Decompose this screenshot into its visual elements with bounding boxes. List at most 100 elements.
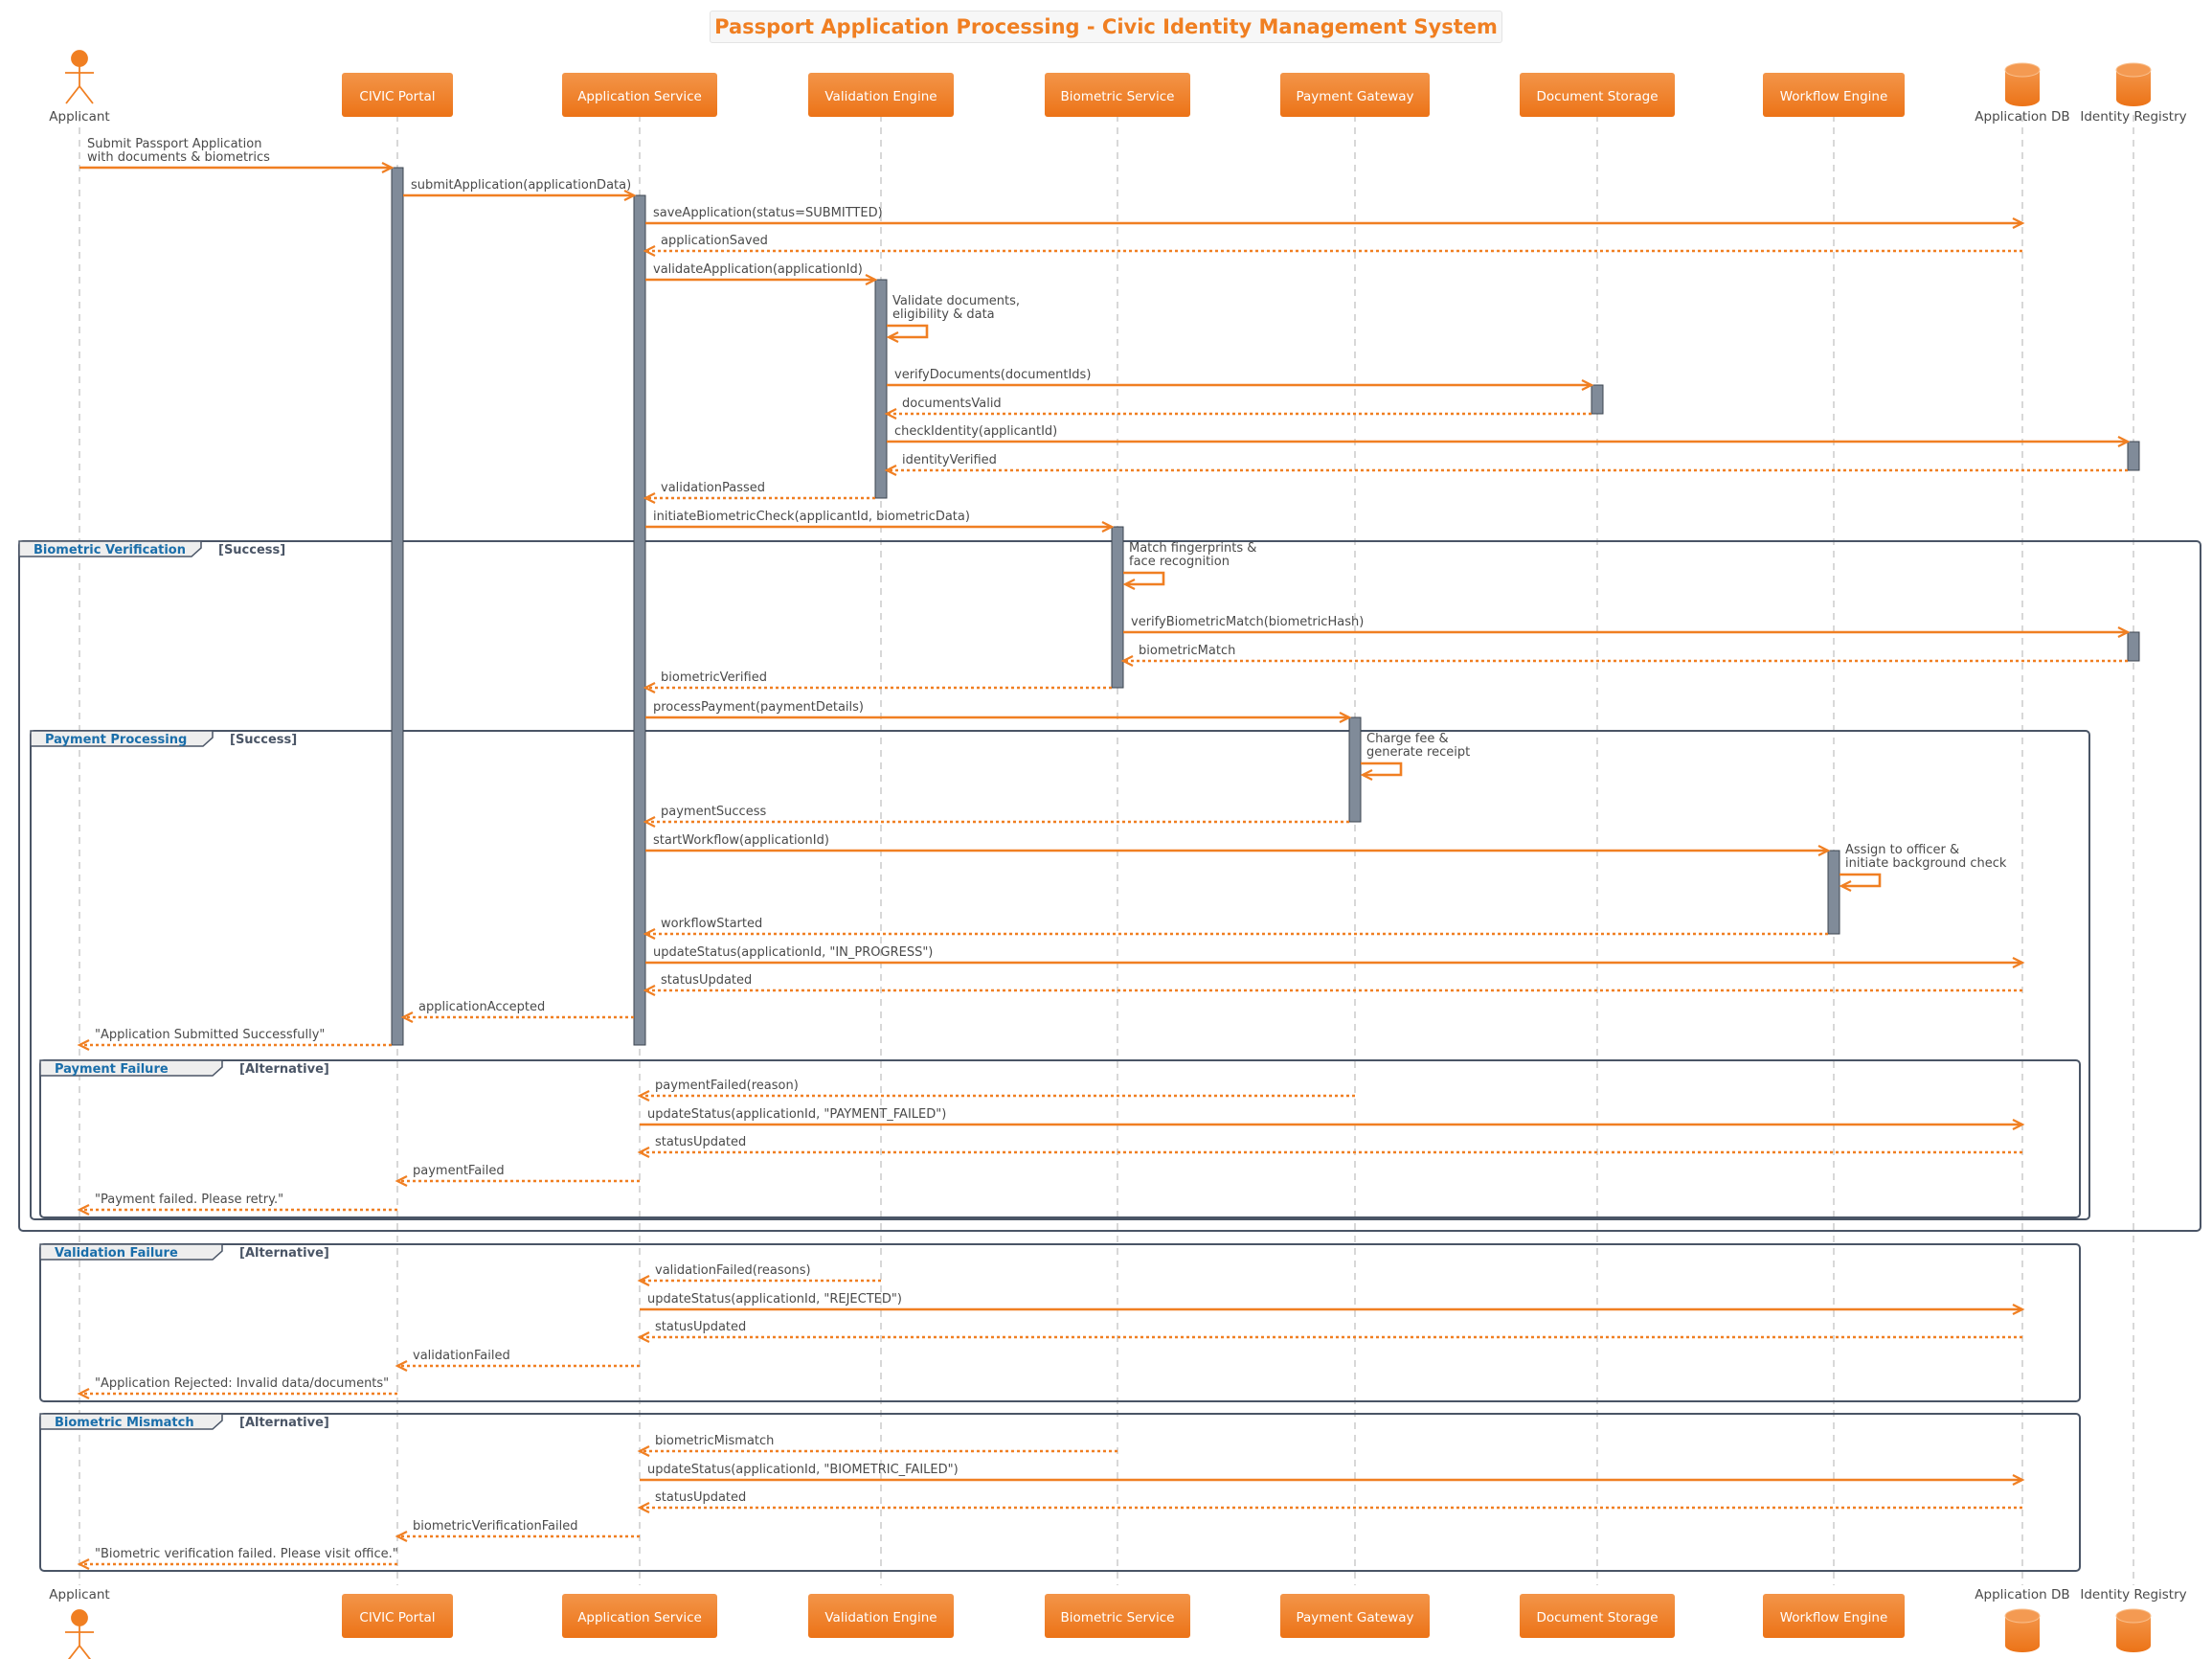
message-label: updateStatus(applicationId, "REJECTED")	[647, 1292, 902, 1307]
message-call: updateStatus(applicationId, "REJECTED")	[640, 1292, 2025, 1315]
actor-icon	[65, 50, 94, 104]
message-label: eligibility & data	[892, 307, 995, 322]
message-call: checkIdentity(applicantId)	[887, 424, 2131, 447]
message-call: saveApplication(status=SUBMITTED)	[645, 206, 2025, 229]
message-label: processPayment(paymentDetails)	[653, 700, 864, 715]
arrowhead	[2012, 217, 2025, 229]
message-label: "Biometric verification failed. Please v…	[95, 1547, 398, 1561]
fragment-name: Payment Processing	[45, 733, 187, 747]
message-label: "Application Rejected: Invalid data/docu…	[95, 1376, 389, 1391]
participant-valeng-top: Validation Engine	[808, 73, 954, 117]
database-icon	[2004, 62, 2041, 106]
message-call: processPayment(paymentDetails)	[645, 700, 1352, 723]
fragment-biometric-verification: Biometric Verification [Success]	[18, 540, 2201, 1232]
self-message-loop	[1840, 873, 1882, 888]
participant-box	[1280, 1594, 1430, 1638]
arrowhead	[643, 985, 656, 996]
participant-box	[342, 1594, 453, 1638]
message-return: identityVerified	[884, 453, 2128, 476]
participant-biosvc-top: Biometric Service	[1045, 73, 1190, 117]
participant-box	[808, 1594, 954, 1638]
participant-valeng-bottom: Validation Engine	[808, 1594, 954, 1638]
participant-docstore-top: Document Storage	[1520, 73, 1675, 117]
participant-label: Payment Gateway	[1296, 89, 1413, 104]
activation-bar-idreg	[2127, 441, 2140, 471]
participant-portal-top: CIVIC Portal	[342, 73, 453, 117]
message-label: workflowStarted	[661, 917, 762, 931]
message-return: "Application Submitted Successfully"	[77, 1028, 392, 1051]
message-self: Charge fee &generate receipt	[1360, 732, 1470, 781]
activation-bar-biosvc	[1111, 526, 1124, 689]
activation-bar-portal	[391, 167, 404, 1046]
message-label: statusUpdated	[661, 973, 752, 988]
message-label: biometricMismatch	[655, 1434, 774, 1448]
message-label: documentsValid	[902, 397, 1002, 411]
message-call: updateStatus(applicationId, "BIOMETRIC_F…	[640, 1463, 2025, 1486]
message-label: updateStatus(applicationId, "BIOMETRIC_F…	[647, 1463, 959, 1477]
participant-label: Biometric Service	[1061, 1610, 1175, 1625]
participant-label: Validation Engine	[824, 1610, 937, 1625]
message-label: biometricMatch	[1139, 644, 1235, 658]
arrowhead	[395, 1531, 408, 1542]
message-return: validationFailed(reasons)	[637, 1263, 881, 1286]
participant-label: Workflow Engine	[1780, 89, 1888, 104]
participant-box	[1045, 1594, 1190, 1638]
arrowhead	[643, 682, 656, 693]
arrowhead	[395, 1360, 408, 1372]
message-label: Match fingerprints &	[1129, 541, 1256, 556]
arrowhead	[1839, 880, 1852, 892]
participant-label: Validation Engine	[824, 89, 937, 104]
message-return: workflowStarted	[643, 917, 1828, 940]
arrowhead	[1581, 379, 1594, 391]
participant-box	[1045, 73, 1190, 117]
participant-paygw-top: Payment Gateway	[1280, 73, 1430, 117]
arrowhead	[643, 928, 656, 940]
arrowhead	[643, 816, 656, 828]
diagram-title: Passport Application Processing - Civic …	[714, 15, 1498, 38]
message-call: startWorkflow(applicationId)	[645, 833, 1831, 856]
message-label: startWorkflow(applicationId)	[653, 833, 829, 848]
message-label: with documents & biometrics	[87, 150, 270, 165]
message-return: biometricVerified	[643, 670, 1112, 693]
arrowhead	[2012, 1304, 2025, 1315]
arrowhead	[395, 1175, 408, 1187]
arrowhead	[1101, 521, 1115, 533]
arrowhead	[77, 1204, 90, 1216]
message-return: applicationSaved	[643, 234, 2022, 257]
message-self: Assign to officer &initiate background c…	[1839, 843, 2007, 892]
message-return: paymentFailed(reason)	[637, 1079, 1355, 1102]
participant-box	[1520, 73, 1675, 117]
participant-idreg-top: Identity Registry	[2080, 62, 2187, 125]
arrowhead	[637, 1445, 650, 1457]
arrowhead	[637, 1147, 650, 1158]
fragment-guard: [Alternative]	[239, 1062, 329, 1077]
fragment-guard: [Success]	[218, 543, 285, 557]
message-call: updateStatus(applicationId, "PAYMENT_FAI…	[640, 1107, 2025, 1130]
message-label: updateStatus(applicationId, "PAYMENT_FAI…	[647, 1107, 946, 1122]
message-label: face recognition	[1129, 555, 1230, 569]
fragment-name: Validation Failure	[55, 1246, 178, 1261]
message-label: paymentFailed	[413, 1164, 505, 1178]
fragment-payment-failure: Payment Failure [Alternative]	[39, 1059, 2081, 1218]
message-label: verifyBiometricMatch(biometricHash)	[1131, 615, 1364, 629]
message-label: "Application Submitted Successfully"	[95, 1028, 325, 1042]
participant-label: CIVIC Portal	[359, 89, 435, 104]
participant-label: CIVIC Portal	[359, 1610, 435, 1625]
participant-box	[1763, 1594, 1905, 1638]
actor-icon	[65, 1609, 94, 1659]
message-self: Validate documents,eligibility & data	[886, 294, 1020, 343]
participant-label: Workflow Engine	[1780, 1610, 1888, 1625]
message-label: verifyDocuments(documentIds)	[894, 368, 1091, 382]
activation-bar-appsvc	[633, 194, 646, 1046]
message-return: paymentFailed	[395, 1164, 640, 1187]
database-icon	[2004, 1608, 2041, 1652]
message-self: Match fingerprints &face recognition	[1122, 541, 1256, 590]
message-return: validationPassed	[643, 481, 875, 504]
participant-appsvc-bottom: Application Service	[562, 1594, 717, 1638]
message-return: documentsValid	[884, 397, 1591, 420]
arrowhead	[381, 162, 395, 173]
participant-applicant-top: Applicant	[49, 50, 110, 125]
message-call: verifyDocuments(documentIds)	[887, 368, 1594, 391]
participant-docstore-bottom: Document Storage	[1520, 1594, 1675, 1638]
message-label: Validate documents,	[892, 294, 1020, 308]
